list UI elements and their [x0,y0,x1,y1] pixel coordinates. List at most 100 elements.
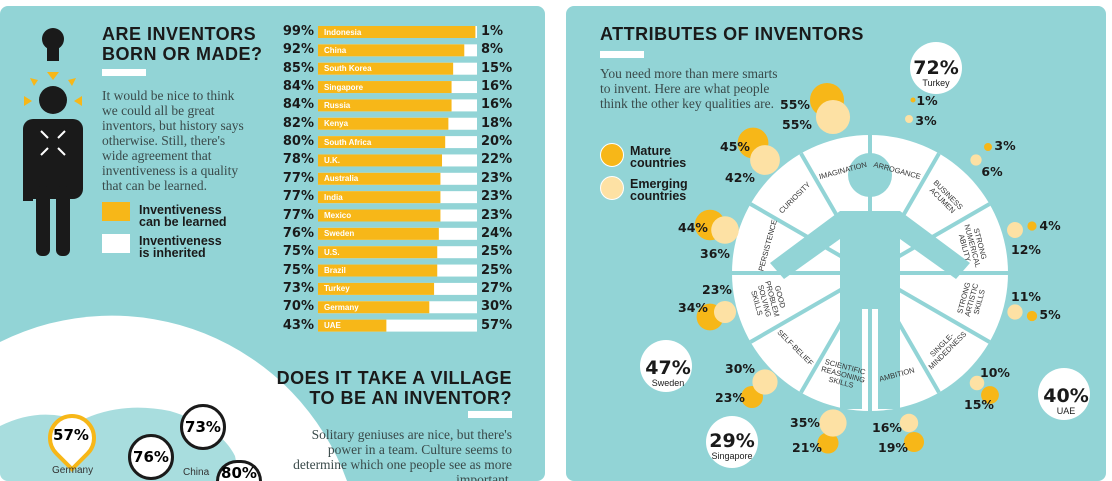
legend-swatch-learned [102,202,130,221]
left-graphics [0,26,477,481]
learned-value: 99% [282,24,314,39]
intro-text: It would be nice to think we could all b… [102,88,244,193]
emerging-value: 3% [915,113,937,128]
emerging-value: 10% [980,365,1010,380]
bubble-emerging [815,99,851,135]
bar-learned [318,154,443,167]
person-figure-icon [23,86,83,256]
learned-value: 43% [282,317,314,333]
pin-germany-value: 57% [53,426,89,444]
learned-value: 70% [282,299,314,315]
bubble-emerging [752,369,778,395]
inherited-value: 30% [481,299,513,315]
bar-learned [318,81,452,94]
legend-dot-mature [600,143,624,167]
bar-chart [318,26,477,332]
emerging-value: 55% [782,117,812,132]
emerging-value: 6% [981,164,1003,179]
emerging-value: 23% [702,282,732,297]
legend-learned: Inventiveness can be learned [139,203,227,229]
bar-learned [318,191,441,204]
country-label: U.S. [324,247,340,257]
inherited-value: 23% [481,207,513,223]
country-label: China [324,45,347,55]
pin-china-label: China [183,467,210,478]
callout-turkey: 72% Turkey [913,57,959,88]
emerging-value: 30% [725,361,755,376]
lightbulb-icon [42,28,64,61]
title-rule [102,69,146,76]
inherited-value: 24% [481,225,513,241]
mature-value: 23% [715,390,745,405]
inherited-value: 25% [481,262,513,278]
mature-value: 19% [878,440,908,455]
emerging-value: 36% [700,246,730,261]
attributes-title: ATTRIBUTES OF INVENTORS [600,24,864,44]
learned-value: 85% [282,60,314,76]
mature-value: 21% [792,440,822,455]
country-label: Mexico [324,211,352,220]
bar-learned [318,136,446,149]
bubble-mature [984,143,992,151]
bubble-emerging [1007,222,1023,238]
learned-value: 78% [282,152,314,168]
mature-value: 34% [678,300,708,315]
country-label: Sweden [324,229,355,239]
country-label: South Africa [324,137,372,147]
mature-value: 4% [1039,218,1061,233]
inherited-value: 15% [481,60,513,76]
inherited-value: 1% [481,24,504,39]
country-label: Australia [324,174,359,184]
bar-learned [318,282,435,295]
inherited-value: 25% [481,244,513,260]
callout-bubble [706,416,758,468]
country-label: U.K. [324,155,340,165]
attribute-wheel [640,42,1090,468]
bubble-emerging [905,115,913,123]
inherited-value: 23% [481,170,513,186]
country-label: UAE [324,321,341,331]
bar-learned [318,99,452,112]
learned-value: 77% [282,207,314,223]
learned-value: 84% [282,79,314,95]
inherited-value: 57% [481,317,513,333]
mature-value: 44% [678,220,708,235]
pin-76: 76% [128,434,174,480]
legend-emerging: Emerging countries [630,177,688,203]
callout-bubble [910,42,962,94]
bar-learned [318,172,441,185]
inherited-value: 16% [481,97,513,113]
bar-learned [318,62,454,75]
bar-learned [318,246,438,259]
pin-germany-label: Germany [52,465,94,476]
country-label: Germany [324,302,359,312]
legend-dot-emerging [600,176,624,200]
bubble-mature [903,431,925,453]
country-label: India [324,192,343,202]
mature-value: 1% [916,93,938,108]
bubble-emerging [713,300,737,324]
inherited-value: 23% [481,189,513,205]
bubble-mature [1027,221,1037,231]
bubble-mature [817,432,839,454]
learned-value: 80% [282,134,314,150]
learned-value: 77% [282,170,314,186]
pin-china: 73% [180,404,226,450]
country-label: Russia [324,100,351,110]
inherited-value: 27% [481,280,513,296]
bar-learned [318,227,439,240]
legend-mature: Mature countries [630,144,687,170]
expand-arrows-icon [40,130,66,156]
inherited-value: 8% [481,42,504,58]
village-rule [468,411,512,418]
bar-learned [318,117,449,130]
person-figure-icon [770,153,970,409]
emerging-value: 42% [725,170,755,185]
legend-swatch-inherited [102,234,130,253]
village-title-1: DOES IT TAKE A VILLAGE [276,368,512,388]
pin-80: 80% [216,460,262,481]
emerging-value: 16% [872,420,902,435]
inherited-value: 18% [481,115,513,131]
callout-uae: 40% UAE [1043,385,1089,416]
country-label: Brazil [324,266,346,276]
